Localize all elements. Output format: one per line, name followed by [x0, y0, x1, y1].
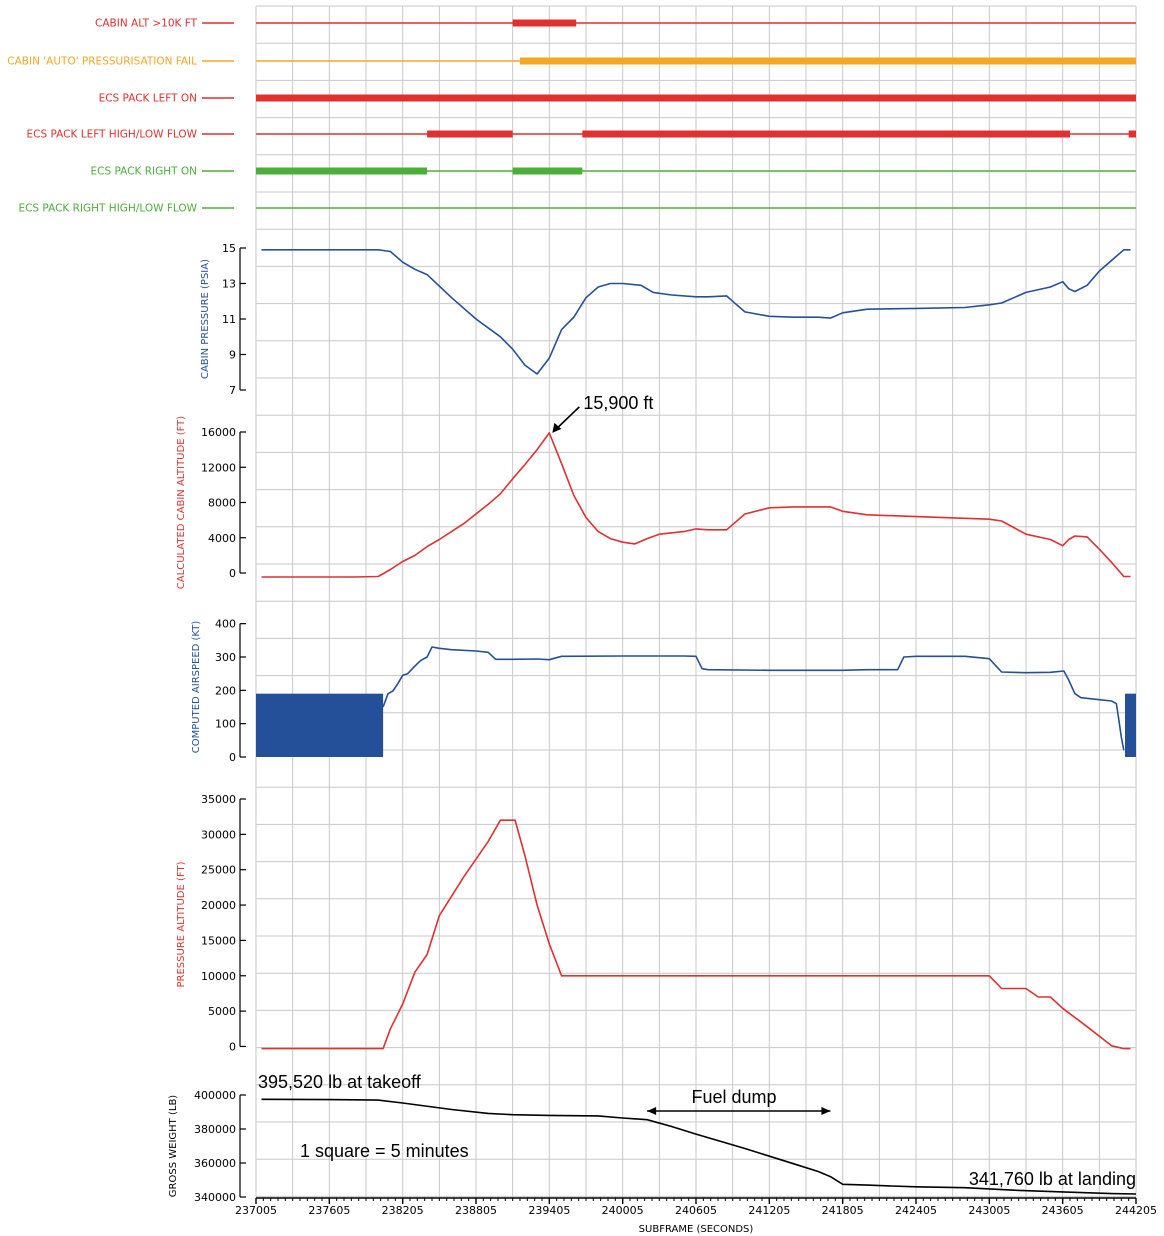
x-axis-tick-label: 237005: [235, 1204, 277, 1217]
discrete-parameter-traces: CABIN ALT >10K FT CABIN 'AUTO' PRESSURISA…: [7, 18, 1136, 215]
y-axis-tick-label: 25000: [201, 864, 236, 877]
discrete-label: ECS PACK LEFT HIGH/LOW FLOW: [27, 129, 198, 141]
y-axis-tick-label: 400000: [194, 1089, 236, 1102]
discrete-on-segment: [256, 94, 1136, 102]
y-axis-label: CABIN PRESSURE (PSIA): [200, 259, 211, 379]
y-axis-tick-label: 7: [229, 384, 236, 397]
fuel-dump-arrowhead-right: [821, 1107, 831, 1115]
y-axis-tick-label: 15: [222, 242, 236, 255]
discrete-on-segment: [427, 130, 513, 138]
y-axis-tick-label: 11: [222, 313, 236, 326]
x-axis-tick-label: 243605: [1042, 1204, 1084, 1217]
y-axis-tick-label: 30000: [201, 828, 236, 841]
y-axis-tick-label: 0: [229, 751, 236, 764]
series-line: [261, 249, 1131, 375]
x-axis-tick-label: 240605: [675, 1204, 717, 1217]
y-axis-label: COMPUTED AIRSPEED (KT): [191, 621, 202, 754]
discrete-label: ECS PACK RIGHT HIGH/LOW FLOW: [18, 203, 197, 215]
y-axis-tick-label: 8000: [208, 497, 236, 510]
annotation-landing-weight: 341,760 lb at landing: [969, 1169, 1136, 1189]
y-axis-tick-label: 15000: [201, 934, 236, 947]
x-axis-tick-label: 242405: [895, 1204, 937, 1217]
fuel-dump-arrowhead-left: [647, 1107, 657, 1115]
y-axis-tick-label: 20000: [201, 899, 236, 912]
y-axis-tick-label: 16000: [201, 426, 236, 439]
y-axis-tick-label: 400: [215, 618, 236, 631]
annotation-takeoff-weight: 395,520 lb at takeoff: [258, 1072, 422, 1092]
x-axis-tick-label: 239405: [528, 1204, 570, 1217]
discrete-on-segment: [1128, 130, 1136, 138]
discrete-on-segment: [256, 167, 428, 175]
discrete-on-segment: [512, 167, 583, 175]
series-line: [382, 646, 1125, 751]
discrete-on-segment: [512, 19, 577, 27]
x-axis-tick-label: 241805: [822, 1204, 864, 1217]
y-axis-tick-label: 300: [215, 651, 236, 664]
annotation-grid-scale: 1 square = 5 minutes: [300, 1141, 469, 1161]
x-axis-tick-label: 241205: [748, 1204, 790, 1217]
annotation-cabin-alt-peak: 15,900 ft: [583, 393, 653, 413]
series-line: [261, 819, 1131, 1050]
x-axis-tick-label: 240005: [602, 1204, 644, 1217]
y-axis-tick-label: 380000: [194, 1123, 236, 1136]
y-axis-tick-label: 100: [215, 718, 236, 731]
series-line: [261, 432, 1131, 578]
x-axis-tick-label: 243005: [968, 1204, 1010, 1217]
x-axis-tick-label: 238805: [455, 1204, 497, 1217]
y-axis-label: GROSS WEIGHT (LB): [168, 1095, 179, 1197]
annotation-arrow: [554, 406, 580, 431]
discrete-label: CABIN ALT >10K FT: [95, 18, 198, 30]
discrete-on-segment: [520, 57, 1136, 65]
y-axis-tick-label: 9: [229, 349, 236, 362]
x-axis-tick-label: 244205: [1115, 1204, 1157, 1217]
x-axis-tick-label: 238205: [382, 1204, 424, 1217]
y-axis-tick-label: 10000: [201, 970, 236, 983]
discrete-label: ECS PACK LEFT ON: [99, 93, 197, 105]
y-axis-tick-label: 340000: [194, 1191, 236, 1204]
y-axis-tick-label: 200: [215, 684, 236, 697]
discrete-label: CABIN 'AUTO' PRESSURISATION FAIL: [7, 56, 197, 68]
series-line: [261, 1098, 1137, 1195]
grid-lines: [255, 5, 1137, 1198]
annotation-fuel-dump: Fuel dump: [691, 1087, 776, 1107]
annotations: 395,520 lb at takeoff 1 square = 5 minut…: [258, 1072, 1136, 1189]
y-axis-label: CALCULATED CABIN ALTITUDE (FT): [176, 416, 187, 589]
y-axis-tick-label: 35000: [201, 793, 236, 806]
x-axis-tick-label: 237605: [308, 1204, 350, 1217]
y-axis-tick-label: 0: [229, 1040, 236, 1053]
y-axis-tick-label: 360000: [194, 1157, 236, 1170]
y-axis-tick-label: 4000: [208, 532, 236, 545]
y-axis-tick-label: 13: [222, 278, 236, 291]
x-axis-label: SUBFRAME (SECONDS): [639, 1224, 754, 1235]
invalid-data-block: [256, 693, 384, 757]
discrete-on-segment: [582, 130, 1070, 138]
annotation-arrowhead: [552, 422, 562, 433]
y-axis-tick-label: 12000: [201, 461, 236, 474]
discrete-label: ECS PACK RIGHT ON: [91, 166, 197, 178]
y-axis-tick-label: 0: [229, 567, 236, 580]
y-axis-label: PRESSURE ALTITUDE (FT): [176, 861, 187, 987]
invalid-data-block: [1125, 693, 1136, 757]
x-axis: SUBFRAME (SECONDS) 237005 237605 238205 238…: [235, 1197, 1157, 1235]
y-axis-tick-label: 5000: [208, 1005, 236, 1018]
